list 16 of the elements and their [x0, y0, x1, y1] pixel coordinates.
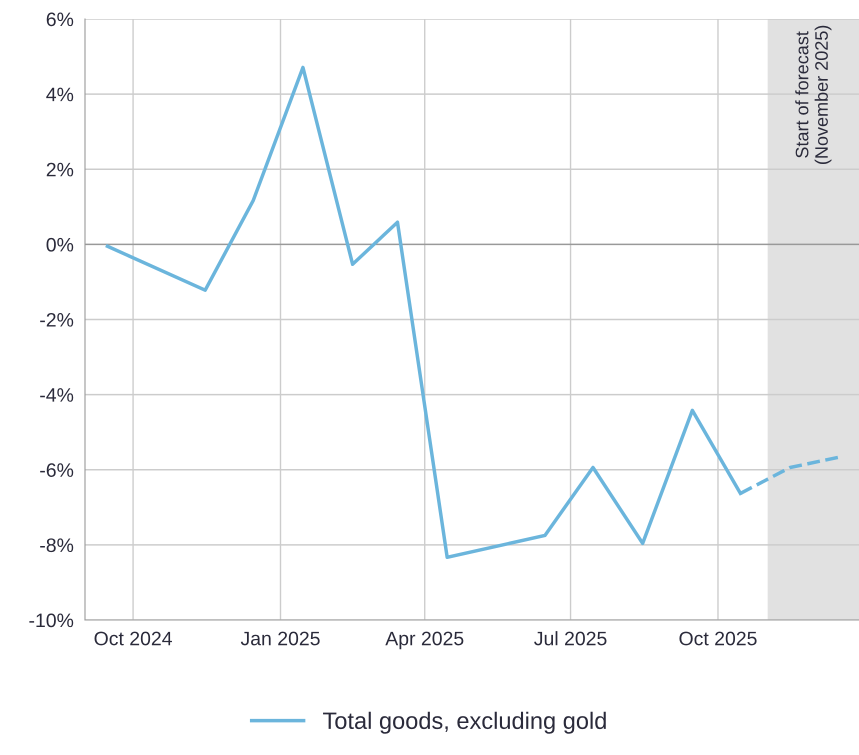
y-tick-label: -2% — [40, 312, 74, 327]
y-tick-label: 6% — [46, 12, 74, 26]
x-tick-label: Jan 2025 — [240, 632, 320, 646]
y-tick-label: -6% — [40, 463, 74, 477]
band-label: Start of forecast (November 2025) — [795, 26, 832, 164]
y-tick-label: -8% — [40, 538, 74, 552]
y-tick-label: 2% — [46, 162, 74, 176]
x-tick-label: Jul 2025 — [534, 631, 606, 646]
x-tick-label: Apr 2025 — [385, 632, 464, 650]
y-tick-label: 0% — [46, 238, 74, 252]
x-tick-label: Oct 2025 — [679, 632, 757, 646]
y-tick-label: -10% — [29, 613, 74, 628]
y-tick-label: -4% — [40, 388, 74, 402]
y-tick-label: 4% — [46, 88, 74, 102]
x-tick-label: Oct 2024 — [94, 632, 172, 646]
legend-label: Total goods, excluding gold — [323, 712, 606, 734]
